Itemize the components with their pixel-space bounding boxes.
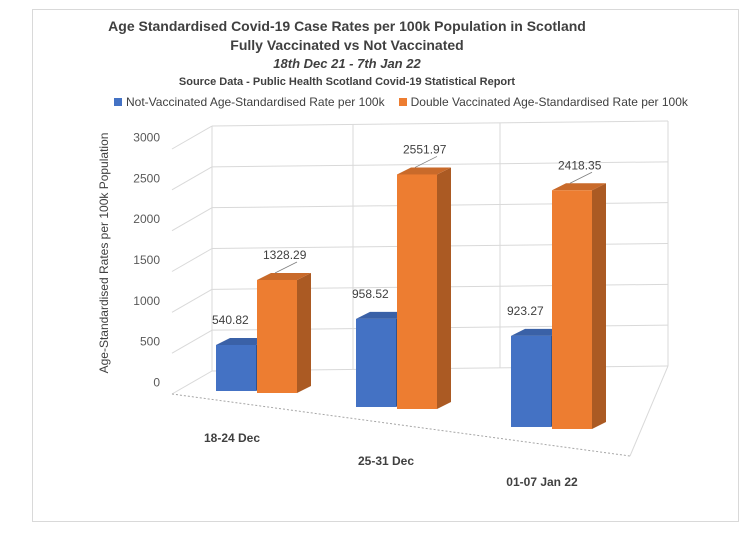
bar-front <box>397 174 437 409</box>
bar-top <box>511 328 565 336</box>
y-tick-label: 1500 <box>133 253 160 267</box>
bar-front <box>356 318 396 407</box>
data-label-leader <box>569 171 593 184</box>
gridline <box>211 120 669 127</box>
side-gridline <box>171 370 213 395</box>
bar-double-vaccinated-2: 2418.35 <box>552 158 606 429</box>
data-label: 2418.35 <box>558 158 602 172</box>
side-gridline <box>171 329 213 354</box>
y-tick-label: 3000 <box>133 131 160 145</box>
bar-top <box>397 167 451 175</box>
side-gridline <box>171 166 213 191</box>
x-tick-label: 25-31 Dec <box>358 454 414 468</box>
legend-swatch-double-vaccinated <box>398 98 407 106</box>
x-tick-label: 01-07 Jan 22 <box>506 475 578 489</box>
bar-double-vaccinated-0: 1328.29 <box>257 248 311 393</box>
data-label: 923.27 <box>507 304 544 318</box>
floor-front-edge <box>171 393 631 457</box>
y-tick-label: 1000 <box>133 294 160 308</box>
legend-label-not-vaccinated: Not-Vaccinated Age-Standardised Rate per… <box>126 95 385 109</box>
y-tick-label: 0 <box>153 376 160 390</box>
bar-front <box>216 344 256 391</box>
data-label: 1328.29 <box>263 248 307 262</box>
side-gridline <box>171 125 213 150</box>
y-tick-label: 2000 <box>133 212 160 226</box>
data-label: 540.82 <box>212 313 249 327</box>
y-tick-label: 500 <box>140 335 160 349</box>
chart-source: Source Data - Public Health Scotland Cov… <box>178 76 516 88</box>
side-gridline <box>171 288 213 313</box>
y-tick-label: 2500 <box>133 171 160 185</box>
legend-item-not-vaccinated: Not-Vaccinated Age-Standardised Rate per… <box>114 95 385 109</box>
bar-side <box>592 183 606 429</box>
chart-subtitle: Fully Vaccinated vs Not Vaccinated <box>230 37 464 53</box>
bar-front <box>511 335 551 427</box>
side-gridline <box>171 207 213 232</box>
floor-right-edge <box>629 365 669 457</box>
data-label-leader <box>414 156 438 168</box>
bar-side <box>437 167 451 409</box>
side-gridline <box>171 248 213 272</box>
gridline <box>211 161 669 168</box>
bar-double-vaccinated-1: 2551.97 <box>397 142 451 409</box>
bar-front <box>257 279 297 393</box>
x-tick-label: 18-24 Dec <box>204 431 260 445</box>
y-axis-title: Age-Standardised Rates per 100k Populati… <box>97 133 111 374</box>
chart-legend: Not-Vaccinated Age-Standardised Rate per… <box>114 95 702 109</box>
bar-top <box>257 272 311 280</box>
legend-swatch-not-vaccinated <box>114 98 122 106</box>
data-label-leader <box>274 261 298 274</box>
bar-front <box>552 190 592 429</box>
legend-label-double-vaccinated: Double Vaccinated Age-Standardised Rate … <box>410 95 688 109</box>
bar-side <box>297 272 311 393</box>
chart-date-range: 18th Dec 21 - 7th Jan 22 <box>273 56 421 71</box>
bar-top <box>216 337 270 345</box>
data-label: 2551.97 <box>403 142 447 156</box>
chart-title: Age Standardised Covid-19 Case Rates per… <box>108 18 586 34</box>
bar-top <box>356 311 410 319</box>
data-label: 958.52 <box>352 287 389 301</box>
chart-frame <box>32 9 739 522</box>
bar-top <box>552 183 606 191</box>
legend-item-double-vaccinated: Double Vaccinated Age-Standardised Rate … <box>398 95 688 109</box>
